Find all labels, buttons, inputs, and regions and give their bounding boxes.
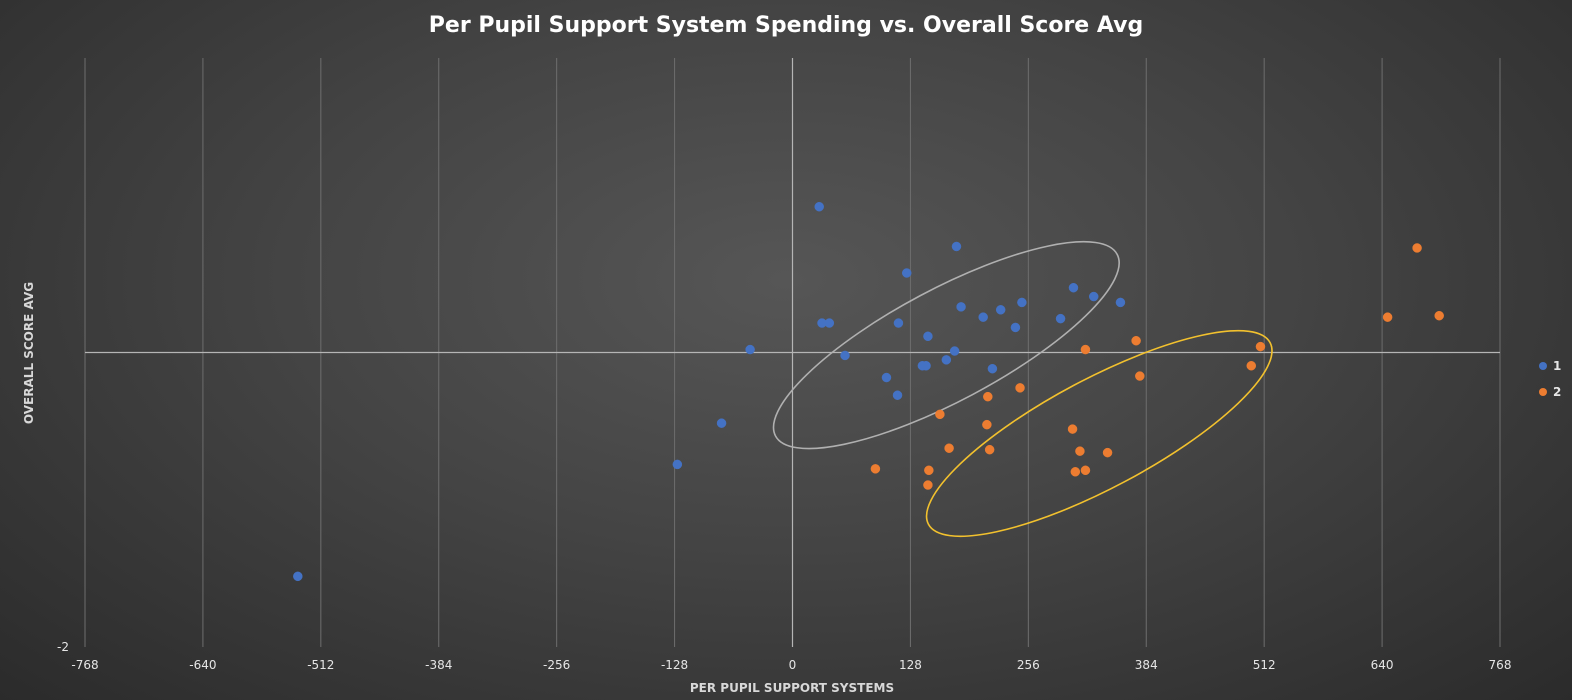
series-1-point [1055, 313, 1066, 324]
series-1-point [987, 363, 998, 374]
y-axis-label: OVERALL SCORE AVG [22, 282, 36, 424]
series-1-point [881, 372, 892, 383]
x-tick-label: 256 [1017, 658, 1040, 672]
series-1-point [1010, 322, 1021, 333]
series-2-point [935, 409, 945, 420]
chart-title: Per Pupil Support System Spending vs. Ov… [429, 13, 1143, 38]
series-1-point [941, 355, 952, 365]
series-1-point [1088, 291, 1099, 302]
gridlines [84, 58, 1501, 647]
series-2-point [1246, 361, 1257, 371]
series-1-point [978, 312, 988, 322]
series-1-point [949, 346, 960, 356]
series-2-point [983, 391, 993, 402]
x-tick-label: 0 [789, 658, 797, 672]
series-2-point [984, 444, 995, 455]
series-1-point [840, 350, 850, 361]
series-2-point [1382, 312, 1393, 322]
series-2-point [1070, 467, 1081, 477]
series-2-point [1255, 341, 1266, 352]
series-1-point [824, 318, 835, 328]
series-2-point [944, 443, 954, 453]
y-axis-ticks: -2 [57, 640, 69, 654]
x-tick-label: -768 [71, 658, 98, 672]
series-2-point [1067, 424, 1078, 434]
x-tick-label: 640 [1371, 658, 1394, 672]
series-1-point [921, 361, 931, 371]
series-2-point [1075, 446, 1085, 456]
x-tick-label: 128 [899, 658, 922, 672]
series-2-point [1102, 447, 1113, 458]
y-tick-label: -2 [57, 640, 69, 654]
legend: 12 [1539, 359, 1561, 399]
x-tick-label: -640 [189, 658, 216, 672]
x-axis-ticks: -768 -640 -512 -384 -256 -128 0 128 256 384 512 640… [71, 658, 1511, 672]
series-2-point [1015, 383, 1025, 393]
series-1-point [893, 318, 904, 328]
legend-label: 1 [1553, 359, 1561, 373]
legend-label: 2 [1553, 385, 1561, 399]
series-2-point [1412, 243, 1422, 253]
annotation-ellipses [772, 240, 1273, 538]
series-2-point [870, 464, 881, 474]
series-1-point [293, 571, 303, 582]
x-tick-label: -128 [661, 658, 688, 672]
series-2-point [1135, 371, 1145, 381]
series-1-point [745, 344, 755, 355]
series-1-point [892, 390, 903, 400]
x-tick-label: -384 [425, 658, 452, 672]
series-1-point [1115, 297, 1126, 308]
x-tick-label: -512 [307, 658, 334, 672]
series-2-point [982, 419, 992, 430]
series-1-point [995, 305, 1006, 315]
series-2-point [1080, 344, 1091, 355]
x-tick-label: 384 [1135, 658, 1158, 672]
legend-marker [1539, 388, 1547, 396]
series-1-point [901, 268, 912, 278]
series-2-point [1434, 310, 1444, 321]
series-1-point [716, 418, 727, 428]
series-1-point [814, 201, 824, 212]
series-2-point [1080, 465, 1091, 476]
x-tick-label: 512 [1253, 658, 1276, 672]
x-tick-label: 768 [1489, 658, 1512, 672]
series-1-point [1017, 297, 1027, 308]
legend-marker [1539, 362, 1547, 370]
series-1-point [672, 459, 683, 470]
annotation-ellipse [772, 240, 1120, 450]
series-1-point [956, 302, 966, 312]
x-axis-label: PER PUPIL SUPPORT SYSTEMS [690, 681, 894, 695]
x-tick-label: -256 [543, 658, 570, 672]
series-1-point [923, 331, 933, 342]
series-2-point [923, 480, 933, 490]
series-1-point [1068, 282, 1079, 293]
series-1-point [951, 241, 962, 252]
annotation-ellipse [925, 329, 1273, 538]
series-2-point [1131, 335, 1141, 346]
series-2-point [924, 465, 934, 476]
data-points [293, 201, 1444, 582]
